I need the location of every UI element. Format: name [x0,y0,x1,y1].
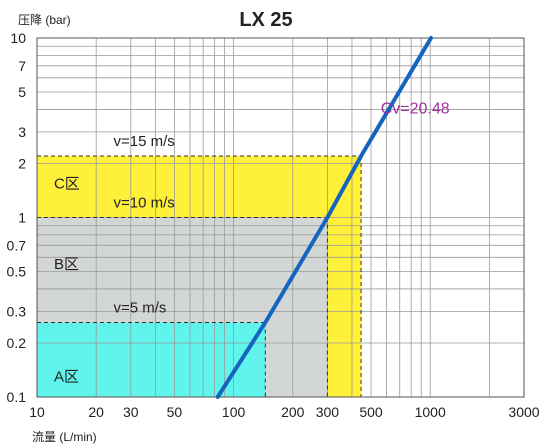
cv-line [215,36,433,399]
velocity-label: v=15 m/s [114,133,175,150]
labels-layer: 10 20 30 50 100 200 300 500 1000 3000 0.1 0.2 0.3 0.5… [7,30,540,420]
velocity-label: v=10 m/s [114,195,175,212]
x-tick-label: 300 [316,404,340,420]
y-tick-label: 1 [18,210,26,226]
y-tick-label: 0.7 [7,237,27,253]
x-tick-label: 200 [281,404,305,420]
velocity-label: v=5 m/s [114,300,167,317]
zone-label: C区 [54,175,80,192]
zone-label: A区 [54,369,79,386]
x-tick-label: 50 [167,404,183,420]
x-axis-label: 流量 (L/min) [32,430,97,444]
y-tick-label: 0.2 [7,335,27,351]
chart-title: LX 25 [239,9,292,31]
x-tick-label: 500 [359,404,383,420]
x-tick-label: 30 [123,404,139,420]
zone-fill [37,322,266,397]
x-tick-label: 10 [29,404,45,420]
cv-label: Cv=20.48 [381,100,450,117]
y-tick-label: 0.3 [7,303,27,319]
plot-frame [36,37,525,398]
y-axis-label: 压降 (bar) [18,13,71,27]
y-tick-label: 2 [18,155,26,171]
x-tick-label: 100 [222,404,246,420]
y-tick-label: 7 [18,58,26,74]
y-tick-label: 0.1 [7,389,27,405]
y-tick-label: 0.5 [7,264,27,280]
y-tick-label: 3 [18,124,26,140]
y-tick-label: 5 [18,84,26,100]
y-tick-label: 10 [10,30,26,46]
series-layer [215,36,433,399]
x-tick-label: 3000 [508,404,539,420]
zone-label: B区 [54,256,79,273]
x-tick-label: 1000 [415,404,446,420]
grid-layer [36,37,525,398]
velocity-guides [37,155,362,397]
x-tick-label: 20 [88,404,104,420]
zones-layer [37,156,362,397]
